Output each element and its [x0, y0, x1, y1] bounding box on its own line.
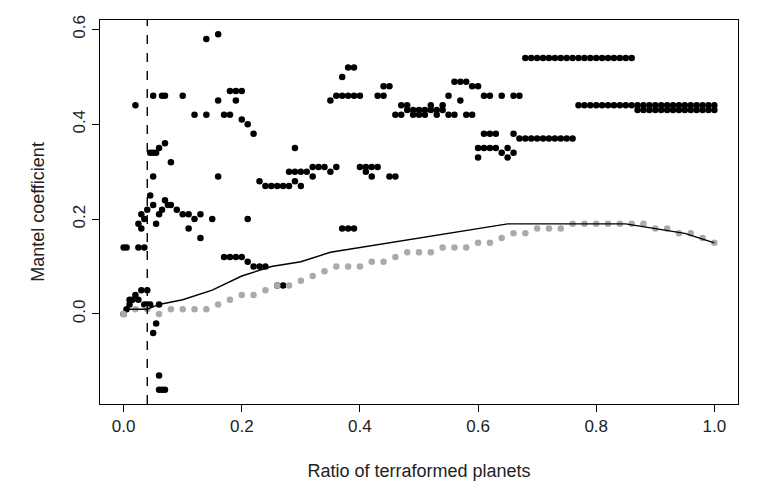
svg-text:1.0: 1.0: [703, 417, 727, 436]
svg-text:0.0: 0.0: [112, 417, 136, 436]
svg-text:0.6: 0.6: [70, 15, 89, 39]
svg-text:0.6: 0.6: [466, 417, 490, 436]
svg-text:0.2: 0.2: [70, 205, 89, 229]
svg-text:0.0: 0.0: [70, 300, 89, 324]
svg-text:0.2: 0.2: [230, 417, 254, 436]
svg-text:Ratio of terraformed planets: Ratio of terraformed planets: [307, 461, 530, 481]
svg-text:Mantel coefficient: Mantel coefficient: [28, 142, 48, 282]
svg-text:0.8: 0.8: [584, 417, 608, 436]
svg-text:0.4: 0.4: [70, 110, 89, 134]
svg-text:0.4: 0.4: [348, 417, 372, 436]
